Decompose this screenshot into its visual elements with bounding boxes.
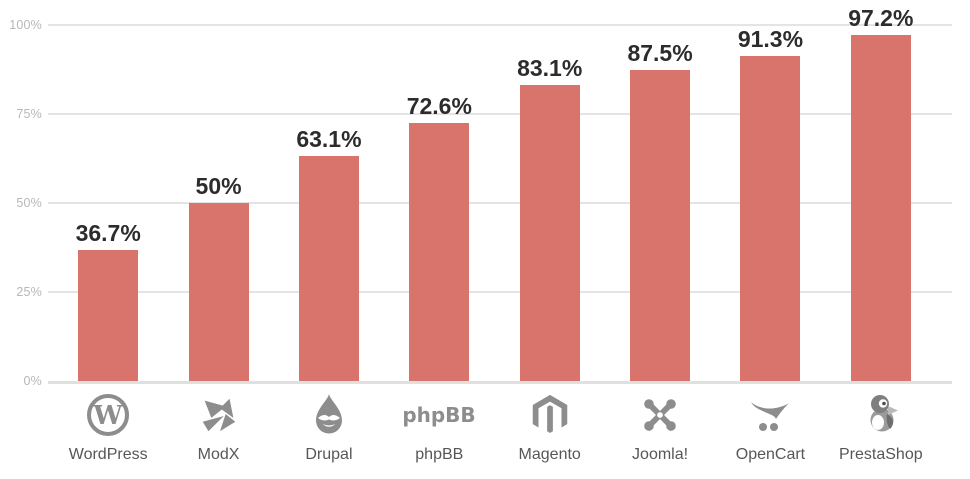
modx-logo-icon [196, 390, 242, 440]
gridline-25% [48, 291, 952, 293]
bar-columns: 36.7% W WordPress 50% ModX 63.1% Drupal 72.6… [53, 0, 936, 479]
platform-label-magento: Magento [518, 446, 581, 463]
platform-label-opencart: OpenCart [735, 446, 806, 463]
bar-drupal [298, 156, 359, 381]
wordpress-logo-icon: W [84, 390, 132, 440]
platform-label-modx: ModX [197, 446, 240, 463]
bar-value-label-phpbb: 72.6% [406, 92, 472, 119]
bar-value-label-opencart: 91.3% [737, 25, 804, 52]
chart-column-modx: 50% ModX [163, 0, 273, 479]
y-axis-tick-label: 0% [23, 374, 42, 388]
bar-value-label-prestashop: 97.2% [848, 4, 914, 31]
bar-joomla [630, 69, 691, 381]
y-axis-tick-label: 25% [16, 285, 42, 299]
y-axis-tick-label: 50% [16, 196, 42, 210]
bar-value-label-wordpress: 36.7% [75, 220, 141, 247]
bar-wordpress [78, 250, 139, 381]
chart-column-opencart: 91.3% OpenCart [715, 0, 825, 479]
svg-text:phpBB: phpBB [403, 403, 476, 427]
chart-column-joomla: 87.5% Joomla! [605, 0, 715, 479]
bar-value-label-drupal: 63.1% [296, 126, 362, 153]
platform-label-wordpress: WordPress [68, 446, 148, 463]
drupal-logo-icon [305, 390, 353, 440]
gridline-100% [48, 24, 952, 26]
gridline-0% [48, 381, 952, 384]
prestashop-logo-icon [857, 390, 905, 440]
svg-text:W: W [93, 401, 124, 431]
bar-magento [519, 85, 580, 381]
y-axis-tick-label: 75% [16, 107, 42, 121]
magento-logo-icon [527, 390, 573, 440]
platform-label-prestashop: PrestaShop [839, 446, 923, 463]
opencart-logo-icon [746, 390, 794, 440]
chart-column-magento: 83.1% Magento [495, 0, 605, 479]
bar-opencart [740, 55, 801, 381]
chart-column-phpbb: 72.6% phpBB phpBB [384, 0, 494, 479]
bar-phpbb [409, 122, 470, 381]
chart-column-drupal: 63.1% Drupal [274, 0, 384, 479]
chart-column-prestashop: 97.2% PrestaShop [826, 0, 936, 479]
y-axis-tick-label: 100% [9, 18, 42, 32]
joomla-logo-icon [637, 390, 683, 440]
chart-column-wordpress: 36.7% W WordPress [53, 0, 163, 479]
bar-modx [188, 203, 249, 381]
bar-value-label-joomla: 87.5% [627, 39, 693, 66]
platform-label-phpbb: phpBB [415, 446, 464, 463]
phpbb-logo-icon: phpBB [399, 390, 479, 440]
platform-label-joomla: Joomla! [632, 446, 689, 463]
platform-label-drupal: Drupal [305, 446, 353, 463]
gridline-75% [48, 113, 952, 115]
bar-prestashop [850, 34, 911, 381]
bar-value-label-modx: 50% [195, 173, 242, 199]
bar-value-label-magento: 83.1% [517, 55, 583, 82]
gridline-50% [48, 202, 952, 204]
